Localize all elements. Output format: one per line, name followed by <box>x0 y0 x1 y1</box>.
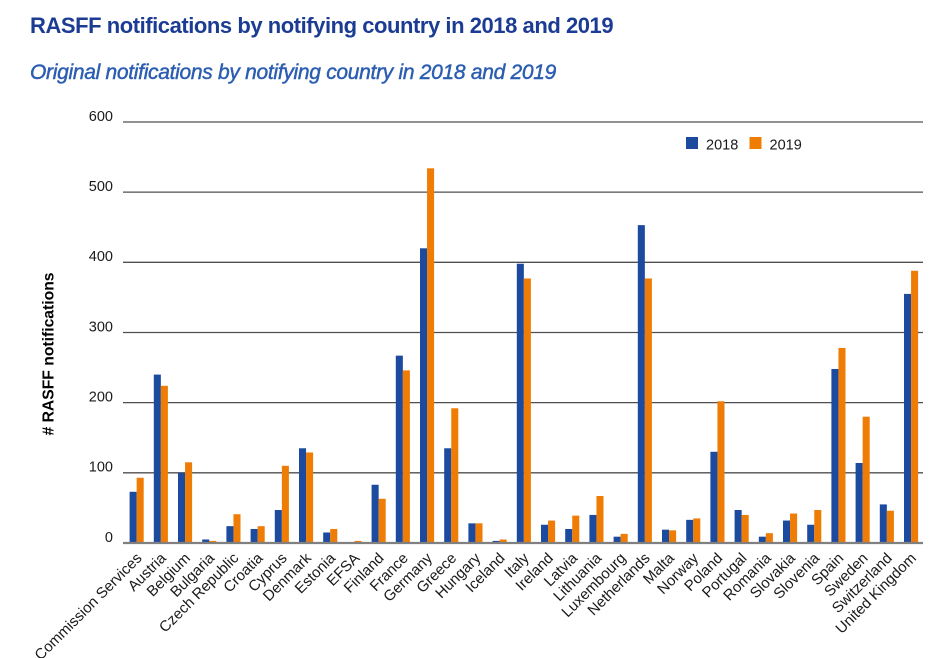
bar-2018-italy <box>516 263 524 543</box>
bar-2018-ireland <box>541 524 549 543</box>
bar-2018-cyprus <box>274 510 282 543</box>
bar-2019-austria <box>160 385 168 543</box>
bar-2019-italy <box>523 278 531 543</box>
bar-2019-poland <box>717 401 725 543</box>
bar-2018-malta <box>662 529 670 543</box>
chart-subtitle: Original notifications by notifying coun… <box>30 61 557 84</box>
bar-2018-latvia <box>565 528 573 543</box>
bar-2019-czech-republic <box>233 514 241 543</box>
bar-2018-spain <box>831 368 839 543</box>
y-tick-label-500: 500 <box>89 179 113 195</box>
bar-2019-cyprus <box>281 465 289 543</box>
bar-2019-lithuania <box>596 495 604 543</box>
y-tick-label-100: 100 <box>89 460 113 476</box>
bar-2018-switzerland <box>879 504 887 543</box>
y-tick-label-0: 0 <box>105 530 113 546</box>
bar-2019-malta <box>669 530 677 543</box>
bar-2019-spain <box>838 347 846 543</box>
bar-2018-bulgaria <box>202 539 210 543</box>
legend-label-2019: 2019 <box>770 137 802 153</box>
bar-2019-ireland <box>548 520 556 543</box>
y-tick-label-600: 600 <box>89 109 113 125</box>
bar-2019-croatia <box>257 526 265 543</box>
x-axis-category-labels: Commission ServicesAustriaBelgiumBulgari… <box>31 549 919 658</box>
bar-2018-united-kingdom <box>904 293 912 543</box>
bar-2018-belgium <box>178 472 186 543</box>
bar-2018-greece <box>444 448 452 543</box>
bar-2018-luxembourg <box>613 536 621 543</box>
bar-2019-iceland <box>499 539 507 543</box>
y-tick-label-300: 300 <box>89 319 113 335</box>
bar-2018-portugal <box>734 510 742 543</box>
bar-2018-commission-services <box>129 491 137 543</box>
bar-2019-slovakia <box>790 513 798 543</box>
bar-2018-sweden <box>855 463 863 543</box>
bar-2019-latvia <box>572 515 580 543</box>
bar-2019-denmark <box>306 452 314 543</box>
bar-2018-estonia <box>323 532 331 543</box>
y-tick-label-200: 200 <box>89 389 113 405</box>
bar-2019-germany <box>427 168 435 543</box>
bar-2019-france <box>402 370 410 543</box>
y-tick-label-400: 400 <box>89 249 113 265</box>
legend-swatch-2018 <box>686 137 698 149</box>
bar-2018-romania <box>758 536 766 543</box>
bar-2018-denmark <box>299 448 307 543</box>
bar-2019-estonia <box>330 528 338 543</box>
bar-2018-lithuania <box>589 514 597 543</box>
x-label-commission-services: Commission Services <box>31 550 145 658</box>
bar-2018-norway <box>686 519 694 543</box>
legend: 2018 2019 <box>686 137 802 153</box>
bar-2019-finland <box>378 498 386 543</box>
bar-2018-slovakia <box>783 520 791 543</box>
bar-2018-netherlands <box>637 225 645 544</box>
bar-2019-hungary <box>475 523 483 543</box>
bar-2019-commission-services <box>136 477 144 543</box>
bar-2018-poland <box>710 451 718 543</box>
bar-2018-france <box>395 355 403 543</box>
legend-label-2018: 2018 <box>706 137 738 153</box>
bars <box>129 168 919 544</box>
bar-2018-austria <box>153 374 161 543</box>
bar-2019-united-kingdom <box>911 270 919 543</box>
bar-2019-netherlands <box>644 278 652 543</box>
bar-2018-hungary <box>468 523 476 543</box>
bar-2019-romania <box>765 533 773 543</box>
bar-2019-sweden <box>862 416 870 543</box>
bar-2018-croatia <box>250 528 258 543</box>
bar-2019-slovenia <box>814 510 822 543</box>
bar-2018-germany <box>420 248 428 543</box>
legend-swatch-2019 <box>749 137 762 149</box>
y-axis-title: # RASFF notifications <box>41 272 58 435</box>
bar-2019-portugal <box>741 514 749 543</box>
y-axis-tick-labels: 0 100 200 300 400 500 600 <box>89 109 113 546</box>
bar-2018-slovenia <box>807 524 815 543</box>
bar-2019-norway <box>693 518 701 543</box>
bar-2019-luxembourg <box>620 533 628 543</box>
bar-2019-switzerland <box>886 510 894 543</box>
bar-2019-belgium <box>185 462 193 543</box>
chart-title: RASFF notifications by notifying country… <box>30 13 614 38</box>
bar-2018-czech-republic <box>226 526 234 543</box>
bar-2018-finland <box>371 484 379 543</box>
bar-2019-greece <box>451 408 459 543</box>
